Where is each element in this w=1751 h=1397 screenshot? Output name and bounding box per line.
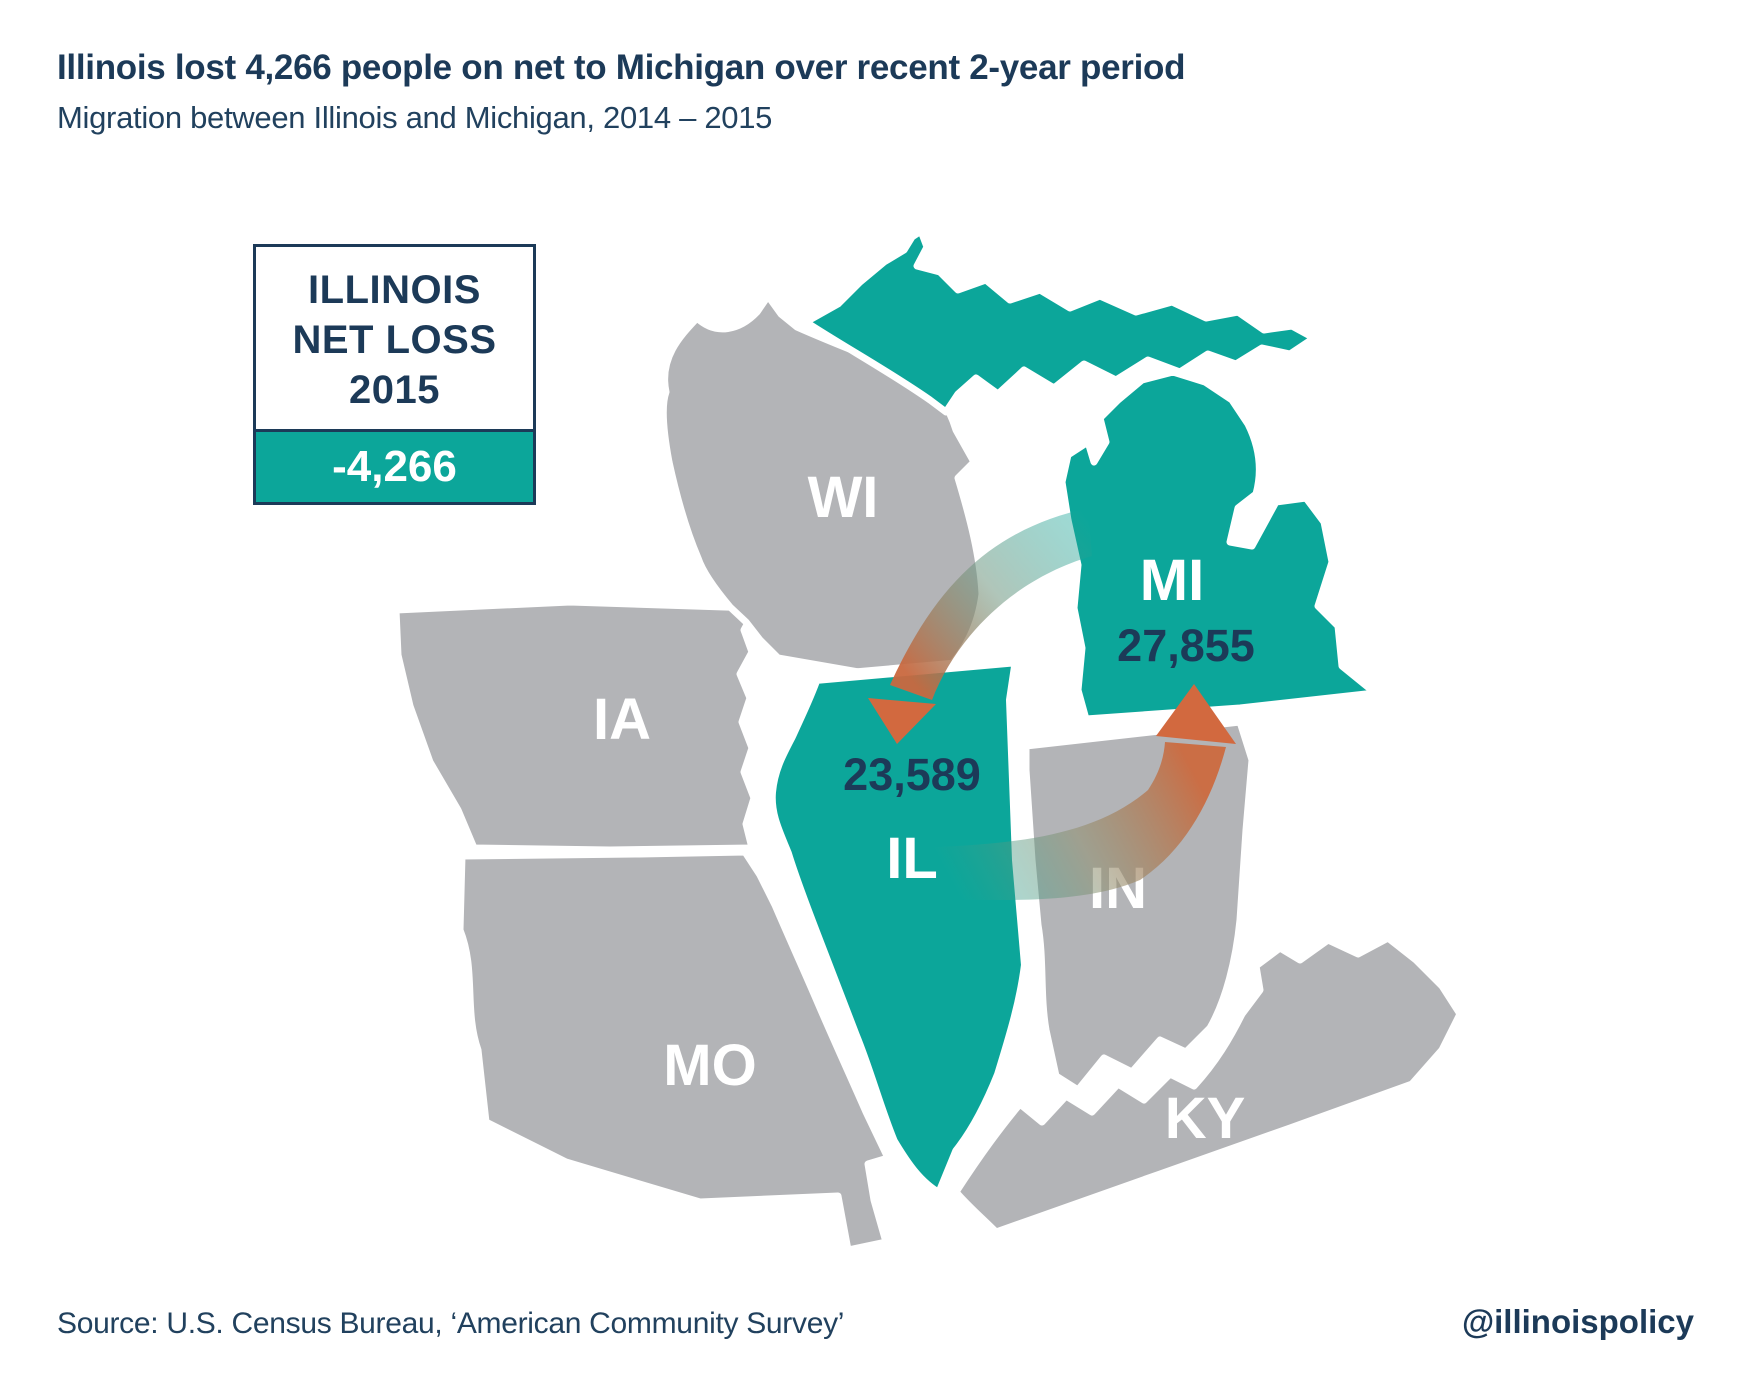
state-il-shape [763,654,1033,1202]
net-loss-line-1: ILLINOIS [308,268,481,312]
flow-arrowhead-mi-to-il [868,698,936,744]
net-loss-value: -4,266 [332,442,457,491]
net-loss-callout-header: ILLINOIS NET LOSS 2015 [256,247,533,429]
flow-arrowhead-il-to-mi [1156,684,1236,744]
net-loss-line-2: NET LOSS [292,318,497,362]
state-label-ia: IA [593,687,651,752]
state-mo-shape [456,848,892,1254]
page-title: Illinois lost 4,266 people on net to Mic… [57,48,1186,87]
net-loss-callout: ILLINOIS NET LOSS 2015 -4,266 [253,244,536,505]
flow-band-mi-to-il [890,508,1092,700]
state-ia-shape [392,598,760,854]
flow-value-into-mi: 27,855 [1117,620,1255,671]
state-label-ky: KY [1165,1086,1246,1151]
net-loss-line-3: 2015 [349,368,440,412]
state-ky-shape [952,934,1464,1236]
page-subtitle: Migration between Illinois and Michigan,… [57,100,773,135]
state-label-mi: MI [1140,548,1204,613]
state-label-wi: WI [808,465,879,530]
flow-value-into-il: 23,589 [843,749,981,800]
state-mi-upper-peninsula-shape [802,227,1318,416]
state-label-mo: MO [663,1033,756,1098]
net-loss-value-strip: -4,266 [256,429,533,502]
state-label-il: IL [886,826,938,891]
source-note: Source: U.S. Census Bureau, ‘American Co… [57,1307,845,1340]
flow-band-il-to-mi [905,742,1226,901]
twitter-handle: @illinoispolicy [1461,1303,1694,1340]
state-mi-lower-peninsula-shape [1058,368,1424,723]
